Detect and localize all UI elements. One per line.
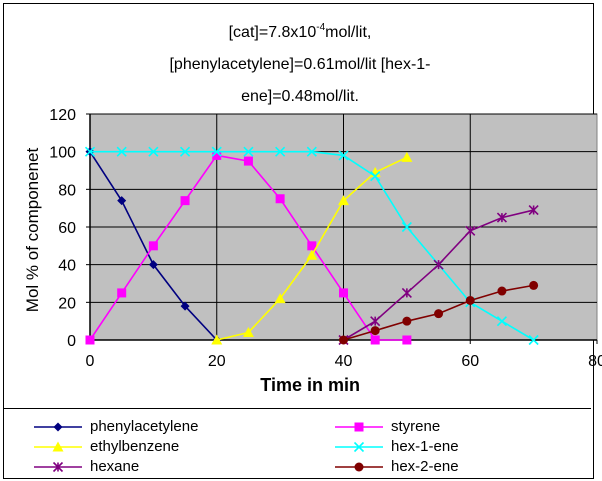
legend-swatch: [34, 422, 82, 432]
legend-swatch-marker: [52, 461, 64, 473]
data-point: [180, 196, 190, 206]
title-text-b: mol/lit,: [325, 24, 372, 41]
legend-swatch: [34, 441, 82, 452]
data-point: [402, 316, 412, 326]
y-tick-label: 100: [49, 145, 76, 162]
legend-item: hex-1-ene: [333, 438, 573, 456]
data-point: [402, 335, 412, 345]
data-point: [370, 335, 380, 345]
chart-title-line-3: ene]=0.48mol/lit.: [241, 88, 359, 105]
data-point: [465, 295, 475, 305]
data-point: [496, 316, 508, 327]
chart-title: [cat]=7.8x10-4mol/lit, [phenylacetylene]…: [120, 12, 480, 113]
data-point: [528, 204, 539, 216]
data-point: [528, 334, 539, 346]
data-point: [116, 146, 127, 157]
data-point: [401, 221, 412, 233]
data-point: [179, 146, 191, 157]
data-point: [307, 241, 317, 251]
x-tick-label: 0: [86, 353, 95, 370]
data-point: [339, 335, 348, 345]
data-point: [306, 146, 317, 157]
legend-label: styrene: [391, 418, 441, 435]
data-point: [212, 150, 222, 160]
data-point: [84, 146, 96, 157]
data-point: [434, 309, 444, 319]
x-tick-label: 20: [208, 353, 226, 370]
chart-title-line-2: [phenylacetylene]=0.61mol/lit [hex-1-: [169, 56, 431, 73]
legend-swatch: [335, 462, 383, 472]
legend-swatch-marker: [354, 462, 364, 472]
data-point: [85, 335, 95, 345]
y-tick-label: 60: [58, 220, 76, 237]
legend-label: phenylacetylene: [90, 418, 199, 435]
data-point: [496, 212, 508, 223]
data-point: [148, 146, 159, 157]
data-point: [370, 316, 381, 327]
title-text-a: [cat]=7.8x10: [228, 24, 317, 41]
legend-label: ethylbenzene: [90, 438, 180, 455]
data-point: [338, 150, 349, 161]
legend-swatch-marker: [52, 441, 64, 452]
legend-label: hex-1-ene: [391, 438, 459, 455]
legend-swatch-marker: [354, 422, 364, 432]
data-point: [211, 334, 223, 345]
series-styrene: [85, 150, 412, 345]
data-point: [339, 288, 348, 298]
x-tick-label: 40: [335, 353, 353, 370]
legend-swatch: [335, 422, 383, 432]
data-point: [433, 259, 444, 270]
data-point: [306, 249, 318, 260]
legend-swatch: [34, 461, 82, 473]
x-axis-title: Time in min: [260, 375, 360, 395]
legend-swatch-marker: [353, 441, 365, 453]
legend-item: styrene: [333, 418, 573, 436]
data-point: [211, 146, 222, 157]
data-point: [275, 194, 285, 204]
legend-divider: [3, 408, 591, 409]
data-point: [465, 225, 476, 236]
chart-title-line-1: [cat]=7.8x10-4mol/lit,: [120, 12, 480, 49]
legend-item: hexane: [32, 458, 272, 476]
data-point: [275, 146, 286, 157]
legend-swatch-marker: [53, 422, 63, 432]
y-tick-label: 20: [58, 295, 76, 312]
y-tick-label: 0: [67, 333, 76, 350]
data-point: [338, 195, 349, 206]
data-point: [117, 196, 127, 206]
data-point: [243, 146, 254, 157]
legend-item: hex-2-ene: [333, 458, 573, 476]
y-tick-label: 80: [58, 182, 76, 199]
data-point: [370, 326, 380, 336]
series-hexane: [338, 204, 539, 346]
data-point: [401, 151, 413, 162]
data-point: [370, 171, 381, 182]
y-axis-title: Mol % of componenet: [23, 148, 42, 313]
data-point: [117, 288, 127, 298]
legend-label: hexane: [90, 458, 140, 475]
legend-item: ethylbenzene: [32, 438, 272, 456]
title-superscript: -4: [316, 22, 326, 33]
data-point: [497, 286, 507, 296]
data-point: [274, 293, 286, 304]
data-point: [148, 241, 158, 251]
data-point: [243, 156, 253, 166]
data-point: [180, 301, 190, 311]
legend-item: phenylacetylene: [32, 418, 272, 436]
legend-swatch: [335, 441, 383, 453]
y-tick-label: 120: [49, 107, 76, 124]
x-tick-label: 80: [588, 353, 602, 370]
legend-label: hex-2-ene: [391, 458, 459, 475]
x-tick-label: 60: [461, 353, 479, 370]
data-point: [148, 260, 158, 270]
y-tick-label: 40: [58, 258, 76, 275]
series-hex-2-ene: [339, 280, 539, 345]
data-point: [401, 287, 412, 298]
data-point: [242, 326, 254, 337]
data-point: [529, 280, 539, 290]
